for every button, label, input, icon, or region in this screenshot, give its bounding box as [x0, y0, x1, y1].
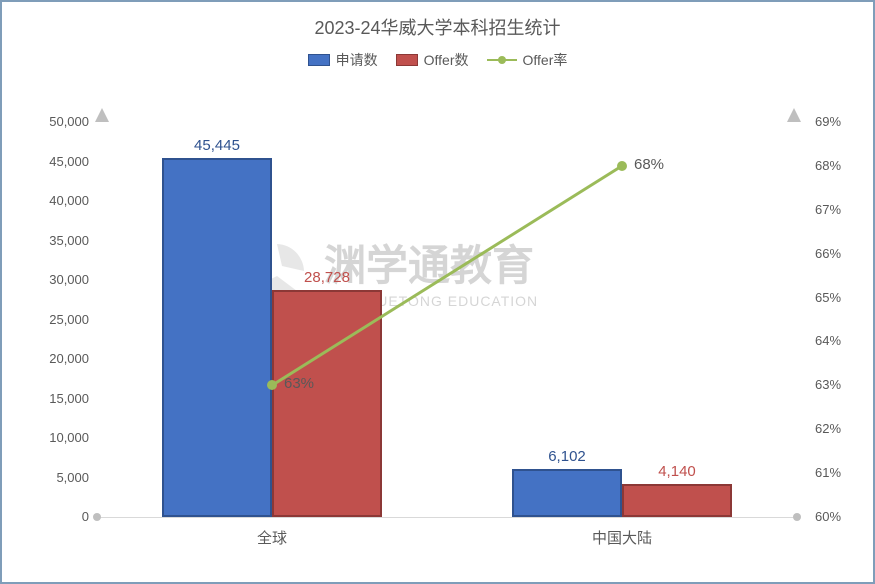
y-right-tick-label: 67% — [815, 202, 865, 217]
y-right-tick-label: 63% — [815, 377, 865, 392]
y-right-tick-label: 65% — [815, 290, 865, 305]
y-left-tick-label: 25,000 — [29, 312, 89, 327]
y-left-tick-label: 0 — [29, 509, 89, 524]
legend: 申请数 Offer数 Offer率 — [2, 50, 873, 70]
y-left-tick-label: 5,000 — [29, 470, 89, 485]
y-right-tick-label: 69% — [815, 114, 865, 129]
y-left-tick-label: 40,000 — [29, 193, 89, 208]
category-label: 全球 — [212, 527, 332, 548]
line-marker — [267, 380, 277, 390]
y-left-tick-label: 50,000 — [29, 114, 89, 129]
y-left-tick-label: 15,000 — [29, 391, 89, 406]
offer-rate-line — [272, 166, 622, 385]
y-left-arrow-icon — [95, 108, 109, 122]
chart-title: 2023-24华威大学本科招生统计 — [2, 2, 873, 40]
y-right-tick-label: 68% — [815, 158, 865, 173]
axis-end-dot — [93, 513, 101, 521]
y-left-tick-label: 20,000 — [29, 351, 89, 366]
line-layer — [97, 122, 797, 517]
y-right-tick-label: 62% — [815, 421, 865, 436]
legend-label: Offer数 — [424, 50, 469, 70]
line-data-label: 68% — [634, 156, 664, 173]
legend-item-offers: Offer数 — [396, 50, 469, 70]
y-left-tick-label: 30,000 — [29, 272, 89, 287]
line-marker — [617, 161, 627, 171]
category-label: 中国大陆 — [562, 527, 682, 548]
legend-item-applications: 申请数 — [308, 50, 378, 70]
y-right-tick-label: 64% — [815, 333, 865, 348]
plot-area: 渊学通教育 YUANXUETONG EDUCATION 45,4456,1022… — [97, 122, 797, 517]
legend-swatch-applications — [308, 54, 330, 66]
x-axis-baseline — [97, 517, 797, 518]
legend-label: Offer率 — [523, 50, 568, 70]
y-right-tick-label: 61% — [815, 465, 865, 480]
line-data-label: 63% — [284, 375, 314, 392]
y-left-tick-label: 45,000 — [29, 154, 89, 169]
y-right-tick-label: 66% — [815, 246, 865, 261]
y-left-tick-label: 35,000 — [29, 233, 89, 248]
legend-label: 申请数 — [336, 50, 378, 70]
y-left-tick-label: 10,000 — [29, 430, 89, 445]
chart-container: 2023-24华威大学本科招生统计 申请数 Offer数 Offer率 渊学通教… — [0, 0, 875, 584]
y-right-tick-label: 60% — [815, 509, 865, 524]
axis-end-dot — [793, 513, 801, 521]
legend-item-offer-rate: Offer率 — [487, 50, 568, 70]
legend-swatch-offers — [396, 54, 418, 66]
legend-swatch-offer-rate — [487, 59, 517, 61]
y-right-arrow-icon — [787, 108, 801, 122]
